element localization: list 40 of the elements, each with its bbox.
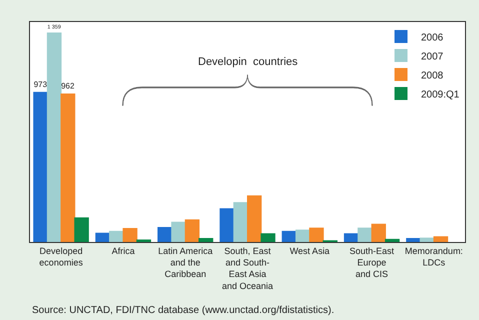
bar — [420, 238, 434, 242]
bar — [60, 94, 76, 242]
bar — [95, 232, 110, 242]
bar — [260, 233, 276, 242]
bar — [371, 224, 386, 242]
bar — [184, 219, 200, 242]
legend-label: 2007 — [421, 51, 444, 62]
x-tick-label: South, East and South- East Asia and Oceania — [222, 246, 274, 291]
bar — [233, 202, 248, 242]
annotation: Developin countries — [198, 56, 298, 68]
bar — [309, 228, 324, 242]
bar — [247, 195, 262, 242]
bar — [46, 32, 62, 242]
bar — [406, 238, 421, 242]
bar — [171, 222, 186, 242]
bar — [344, 233, 359, 242]
bar — [433, 236, 448, 242]
source-note: Source: UNCTAD, FDI/TNC database (www.unctad.org/fdistatistics). — [32, 305, 334, 316]
x-tick-label: Latin America and the Caribbean — [158, 246, 213, 280]
x-tick-label: West Asia — [290, 246, 330, 256]
legend-label: 2008 — [421, 70, 444, 82]
bar — [109, 230, 124, 242]
bar — [358, 228, 372, 242]
bar — [220, 208, 234, 242]
data-label: 962 — [61, 82, 75, 91]
bar — [122, 228, 138, 242]
data-label: 973 — [34, 80, 48, 89]
x-tick-label: South-East Europe and CIS — [350, 246, 395, 280]
legend-label: 2006 — [421, 32, 444, 44]
bar — [282, 230, 296, 242]
bar — [158, 227, 172, 242]
bar — [295, 230, 310, 242]
bar — [198, 238, 214, 242]
x-tick-label: Africa — [112, 246, 135, 256]
bar — [33, 92, 48, 242]
x-tick-label: Developed economies — [39, 246, 84, 268]
bar — [384, 238, 400, 242]
legend-label: 2009:Q1 — [421, 89, 460, 100]
bar — [74, 217, 89, 242]
x-tick-label: Memorandum: LDCs — [404, 246, 463, 268]
